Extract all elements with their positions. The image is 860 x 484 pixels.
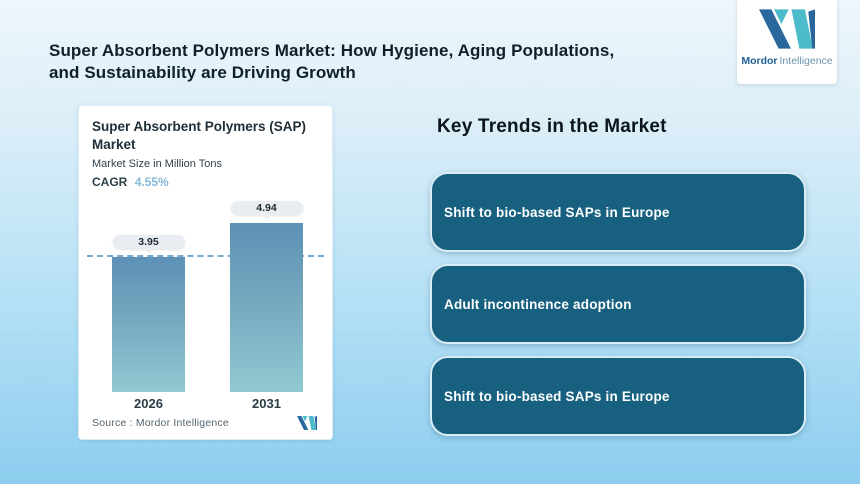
trend-label: Adult incontinence adoption [444,296,632,312]
page-title-line2: and Sustainability are Driving Growth [49,63,356,82]
page-title: Super Absorbent Polymers Market: How Hyg… [49,40,689,84]
chart-title: Super Absorbent Polymers (SAP) Market [92,119,307,152]
x-axis-label-2026: 2026 [134,396,163,411]
trend-box-bio-based-saps-1: Shift to bio-based SAPs in Europe [430,172,806,252]
cagr-value: 4.55% [134,175,169,189]
bar-value-label: 4.94 [230,201,303,215]
cagr-label: CAGR [92,175,128,189]
bar-2026 [112,257,185,392]
chart-subtitle: Market Size in Million Tons [92,158,223,170]
bar-2031 [230,223,303,392]
chart-source-text: Source : Mordor Intelligence [92,417,229,429]
trend-label: Shift to bio-based SAPs in Europe [444,204,670,220]
brand-logo-box: Mordor Intelligence [737,0,837,84]
bar-value-callout-2031: 4.94 [230,201,303,219]
trend-label: Shift to bio-based SAPs in Europe [444,388,670,404]
reference-dashed-line [87,255,324,257]
brand-name-light: Intelligence [779,55,833,67]
bar-chart-plot-area: 3.95 4.94 [87,201,324,392]
brand-name-bold: Mordor [741,55,778,67]
chart-source-row: Source : Mordor Intelligence [92,416,319,430]
page-title-line1: Super Absorbent Polymers Market: How Hyg… [49,41,615,60]
brand-name: Mordor Intelligence [741,55,832,67]
sap-market-chart-card: Super Absorbent Polymers (SAP) Market Ma… [78,105,333,440]
chart-cagr: CAGR 4.55% [92,175,169,189]
callout-pointer-icon [262,215,271,219]
key-trends-heading: Key Trends in the Market [437,116,667,137]
x-axis-label-2031: 2031 [252,396,281,411]
trend-box-adult-incontinence: Adult incontinence adoption [430,264,806,344]
trend-box-bio-based-saps-2: Shift to bio-based SAPs in Europe [430,356,806,436]
mordor-intelligence-logo-icon [759,9,815,49]
mordor-intelligence-mini-logo-icon [297,416,317,430]
bar-value-callout-2026: 3.95 [112,235,185,253]
bar-value-label: 3.95 [112,235,185,249]
callout-pointer-icon [144,249,153,253]
